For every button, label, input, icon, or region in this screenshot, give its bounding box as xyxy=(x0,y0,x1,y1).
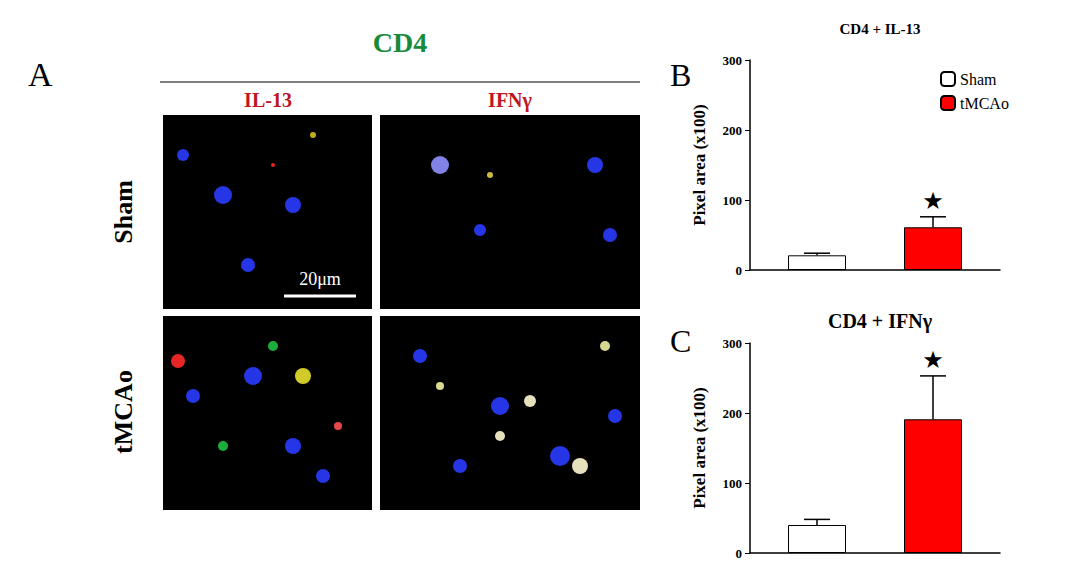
svg-text:Pixel area (x100): Pixel area (x100) xyxy=(690,387,709,508)
svg-text:IFNγ: IFNγ xyxy=(488,89,532,112)
svg-text:300: 300 xyxy=(723,53,743,68)
svg-text:0: 0 xyxy=(736,546,743,561)
svg-text:200: 200 xyxy=(723,123,743,138)
svg-text:Pixel area (x100): Pixel area (x100) xyxy=(690,104,709,225)
svg-text:100: 100 xyxy=(723,476,743,491)
svg-text:100: 100 xyxy=(723,193,743,208)
svg-text:A: A xyxy=(28,56,53,93)
svg-text:★: ★ xyxy=(922,346,944,374)
svg-text:IL-13: IL-13 xyxy=(244,89,292,111)
svg-text:CD4 + IFNγ: CD4 + IFNγ xyxy=(828,310,933,333)
svg-text:C: C xyxy=(670,323,691,359)
svg-text:Sham: Sham xyxy=(960,71,997,88)
svg-text:300: 300 xyxy=(723,336,743,351)
svg-text:CD4: CD4 xyxy=(373,27,427,58)
svg-text:tMCAo: tMCAo xyxy=(109,370,138,454)
svg-text:B: B xyxy=(670,57,691,93)
svg-text:tMCAo: tMCAo xyxy=(960,95,1009,112)
svg-text:0: 0 xyxy=(736,263,743,278)
svg-text:20μm: 20μm xyxy=(299,269,341,289)
svg-text:★: ★ xyxy=(922,187,944,215)
svg-text:200: 200 xyxy=(723,406,743,421)
svg-text:CD4 + IL-13: CD4 + IL-13 xyxy=(839,21,920,37)
svg-text:Sham: Sham xyxy=(109,180,138,244)
